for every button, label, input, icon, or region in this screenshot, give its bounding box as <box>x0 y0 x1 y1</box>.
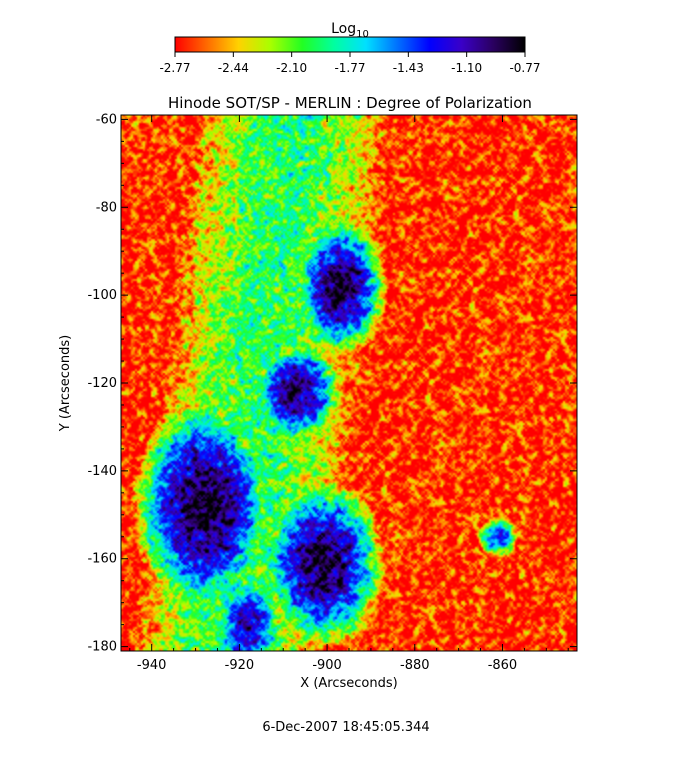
colorbar-label-base: Log <box>331 21 356 37</box>
y-axis: -60 -80 -100 -120 -140 -160 -180 <box>87 112 577 655</box>
y-tick-label: -60 <box>96 112 117 127</box>
x-tick-label: -860 <box>488 658 518 673</box>
colorbar-scale <box>174 36 526 53</box>
chart-title: Hinode SOT/SP - MERLIN : Degree of Polar… <box>168 94 532 112</box>
colorbar-label: Log10 <box>331 21 369 40</box>
x-axis: -940 -920 -900 -880 -860 <box>129 115 569 673</box>
y-tick-label: -180 <box>87 640 117 655</box>
colorbar-tick-label: -1.77 <box>334 61 365 75</box>
y-tick-label: -80 <box>96 200 117 215</box>
colorbar-tick-label: -1.10 <box>451 61 482 75</box>
y-tick-label: -140 <box>87 464 117 479</box>
colorbar-tick-label: -1.43 <box>393 61 424 75</box>
x-tick-label: -920 <box>225 658 255 673</box>
colorbar-tick-label: -2.10 <box>276 61 307 75</box>
x-tick-label: -940 <box>137 658 167 673</box>
y-tick-label: -100 <box>87 288 117 303</box>
colorbar: Log10 -2.77 -2.44 -2.10 -1.77 -1.43 -1.10 -0.7… <box>159 21 540 75</box>
heatmap-image <box>121 115 577 651</box>
timestamp: 6-Dec-2007 18:45:05.344 <box>262 720 429 735</box>
y-axis-label: Y (Arcseconds) <box>58 335 73 432</box>
colorbar-tick-label: -2.44 <box>218 61 249 75</box>
polarization-map <box>121 115 577 651</box>
x-tick-label: -900 <box>312 658 342 673</box>
y-tick-label: -160 <box>87 552 117 567</box>
colorbar-tick-label: -0.77 <box>509 61 540 75</box>
colorbar-ticks: -2.77 -2.44 -2.10 -1.77 -1.43 -1.10 -0.77 <box>159 52 541 75</box>
x-axis-label: X (Arcseconds) <box>300 676 397 691</box>
colorbar-label-subscript: 10 <box>356 29 369 40</box>
x-tick-label: -880 <box>400 658 430 673</box>
y-tick-label: -120 <box>87 376 117 391</box>
colorbar-tick-label: -2.77 <box>159 61 190 75</box>
